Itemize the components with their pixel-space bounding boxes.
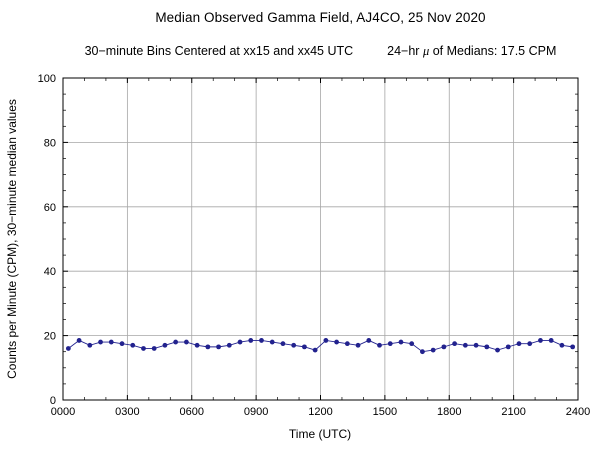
data-point (76, 338, 82, 343)
data-point (570, 344, 576, 350)
data-point (366, 338, 372, 343)
data-point (183, 339, 189, 345)
data-point (259, 338, 264, 343)
subtitle-bins-text: 30−minute Bins Centered at xx15 and xx45… (84, 44, 354, 58)
x-tick-label: 1200 (308, 406, 332, 418)
data-point (226, 342, 232, 348)
data-point (484, 344, 490, 350)
subtitle-mean-text: 24−hr μ of Medians: 17.5 CPM (387, 44, 557, 58)
data-point (409, 341, 415, 347)
data-point (291, 342, 297, 348)
y-tick-label: 100 (38, 73, 56, 85)
data-point (162, 342, 168, 348)
data-point (430, 347, 436, 353)
data-point (248, 338, 254, 343)
data-point (237, 339, 243, 345)
chart-title: Median Observed Gamma Field, AJ4CO, 25 N… (155, 10, 486, 25)
data-point (269, 339, 275, 345)
data-point (355, 342, 361, 348)
data-point (344, 341, 350, 347)
data-point (516, 341, 522, 347)
x-tick-label: 1800 (437, 406, 461, 418)
y-axis-label: Counts per Minute (CPM), 30−minute media… (5, 99, 19, 379)
data-point (462, 342, 468, 348)
data-point (130, 342, 136, 348)
data-point (387, 341, 393, 347)
data-point (173, 339, 179, 345)
y-tick-label: 0 (50, 395, 56, 407)
x-tick-label: 1500 (373, 406, 397, 418)
x-tick-label: 2400 (566, 406, 590, 418)
data-point (377, 342, 382, 348)
x-tick-label: 2100 (501, 406, 525, 418)
data-point (538, 338, 543, 343)
data-point (98, 339, 103, 345)
data-point (119, 341, 125, 347)
data-point (65, 346, 71, 351)
data-point (420, 349, 425, 355)
data-point (87, 342, 93, 348)
data-point (398, 339, 404, 345)
data-point (205, 344, 211, 350)
x-tick-label: 0900 (244, 406, 268, 418)
chart-subtitle: 30−minute Bins Centered at xx15 and xx45… (63, 44, 578, 59)
data-point (527, 341, 533, 347)
y-tick-label: 40 (44, 266, 56, 278)
data-point (505, 344, 511, 350)
data-point (473, 342, 479, 348)
data-point (559, 342, 565, 348)
data-point (216, 344, 221, 350)
data-point (441, 344, 447, 350)
data-point (312, 347, 318, 353)
data-point (151, 346, 157, 351)
data-point (194, 342, 200, 348)
y-tick-label: 60 (44, 202, 56, 214)
data-point (280, 341, 286, 347)
data-point (108, 339, 114, 345)
x-tick-label: 0000 (51, 406, 75, 418)
y-tick-label: 20 (44, 331, 56, 343)
data-point (302, 344, 307, 350)
data-point (323, 338, 329, 343)
data-point (548, 338, 554, 343)
data-point (495, 347, 500, 353)
x-tick-label: 0600 (180, 406, 204, 418)
x-tick-label: 0300 (115, 406, 139, 418)
data-point (141, 346, 146, 351)
y-tick-label: 80 (44, 137, 56, 149)
x-axis-label: Time (UTC) (289, 427, 351, 441)
mu-symbol: μ (422, 44, 430, 58)
data-point (334, 339, 339, 345)
data-point (452, 341, 458, 347)
